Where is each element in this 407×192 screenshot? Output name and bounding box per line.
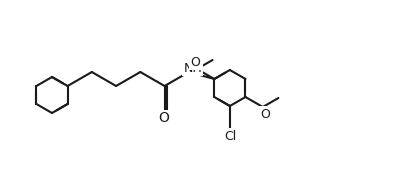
- Text: Cl: Cl: [224, 129, 236, 142]
- Text: O: O: [158, 111, 169, 125]
- Text: O: O: [190, 55, 200, 69]
- Text: O: O: [260, 108, 270, 121]
- Text: NH: NH: [184, 61, 202, 74]
